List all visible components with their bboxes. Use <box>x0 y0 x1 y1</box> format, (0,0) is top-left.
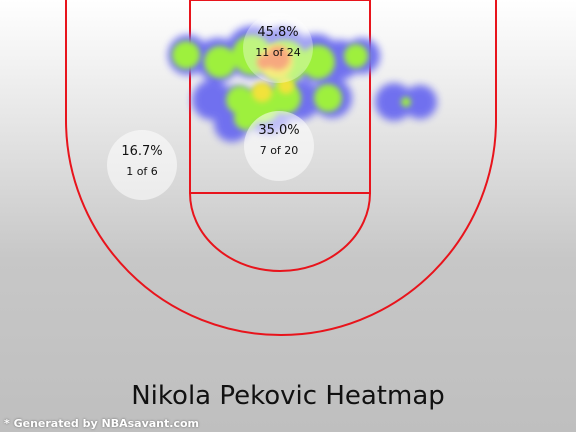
three-point-line <box>65 0 497 336</box>
chart-title: Nikola Pekovic Heatmap <box>131 381 445 411</box>
zone-pct: 16.7% <box>121 144 163 159</box>
heat-spot <box>403 85 437 119</box>
zone-count: 1 of 6 <box>126 165 158 178</box>
zone-label-paint-top: 45.8% 11 of 24 <box>238 25 318 59</box>
zone-label-left-midrange: 16.7% 1 of 6 <box>102 144 182 178</box>
heat-spot <box>375 83 413 121</box>
zone-count: 7 of 20 <box>259 144 299 157</box>
paint-lane <box>189 0 371 194</box>
heat-spot <box>257 55 271 69</box>
zone-circle-paint-top <box>243 13 313 83</box>
heat-spot <box>252 82 272 102</box>
heat-spot <box>266 46 290 70</box>
heat-spot <box>172 41 200 69</box>
heat-layer-hot <box>257 46 290 70</box>
heat-spot <box>269 82 301 114</box>
free-throw-circle <box>189 192 371 272</box>
zone-count: 11 of 24 <box>255 46 301 59</box>
heat-spot <box>278 78 294 94</box>
heat-spot <box>204 46 236 78</box>
zone-circle-paint-mid <box>244 111 314 181</box>
heat-spot <box>401 97 411 107</box>
generated-by-footer: * Generated by NBAsavant.com <box>4 417 199 430</box>
zone-label-paint-mid: 35.0% 7 of 20 <box>239 123 319 157</box>
zone-circle-left-midrange <box>107 130 177 200</box>
zone-pct: 45.8% <box>257 25 299 40</box>
heat-spot <box>301 45 335 79</box>
zone-pct: 35.0% <box>258 123 300 138</box>
heat-spot <box>314 84 342 112</box>
heat-spot <box>344 44 368 68</box>
